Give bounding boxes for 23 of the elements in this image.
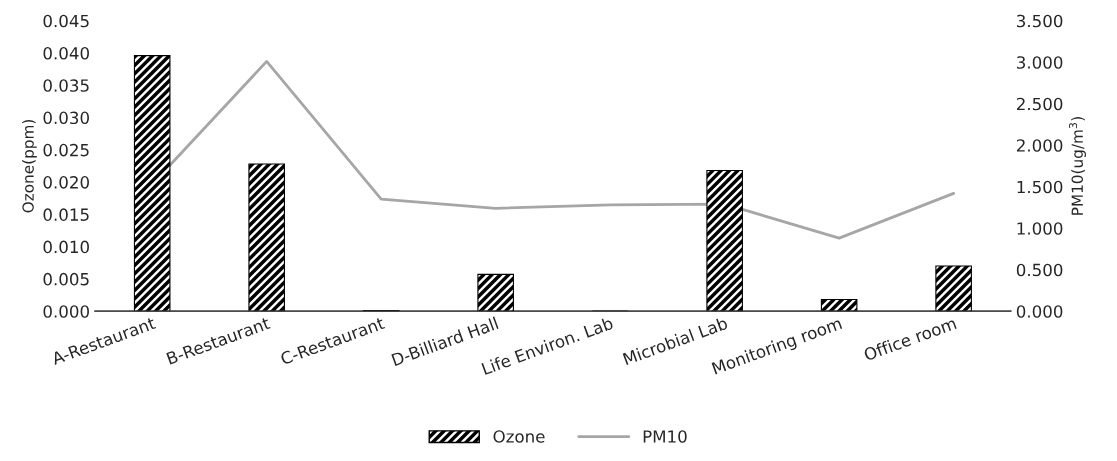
- y2-tick-label: 2.000: [1016, 139, 1063, 152]
- y-axis-title: Ozone(ppm): [22, 119, 37, 213]
- y-tick-label: 0.005: [43, 272, 89, 286]
- legend-label: Ozone: [493, 430, 545, 443]
- y-tick-label: 0.035: [43, 79, 89, 92]
- y-tick-label: 0.015: [43, 208, 89, 221]
- y2-tick-label: 0.000: [1016, 305, 1063, 318]
- y2-axis-title: PM10(ug/m$^{3}$): [1069, 117, 1086, 215]
- y-tick-label: 0.045: [43, 14, 89, 28]
- y2-tick-label: 3.000: [1017, 56, 1063, 69]
- y-tick-label: 0.030: [43, 111, 89, 125]
- y2-tick-label: 1.000: [1017, 222, 1063, 235]
- y2-tick-label: 2.500: [1016, 97, 1063, 111]
- legend-label: PM10: [643, 430, 687, 443]
- y-tick-label: 0.025: [43, 143, 89, 157]
- y2-tick-label: 3.500: [1017, 14, 1063, 28]
- y-tick-label: 0.010: [43, 240, 89, 254]
- x-tick-label: Office room: [863, 316, 957, 362]
- y-tick-label: 0.020: [43, 176, 89, 189]
- y2-tick-label: 0.500: [1016, 263, 1063, 277]
- y-tick-label: 0.000: [43, 305, 89, 318]
- y-tick-label: 0.040: [43, 46, 89, 60]
- y2-tick-label: 1.500: [1017, 180, 1063, 194]
